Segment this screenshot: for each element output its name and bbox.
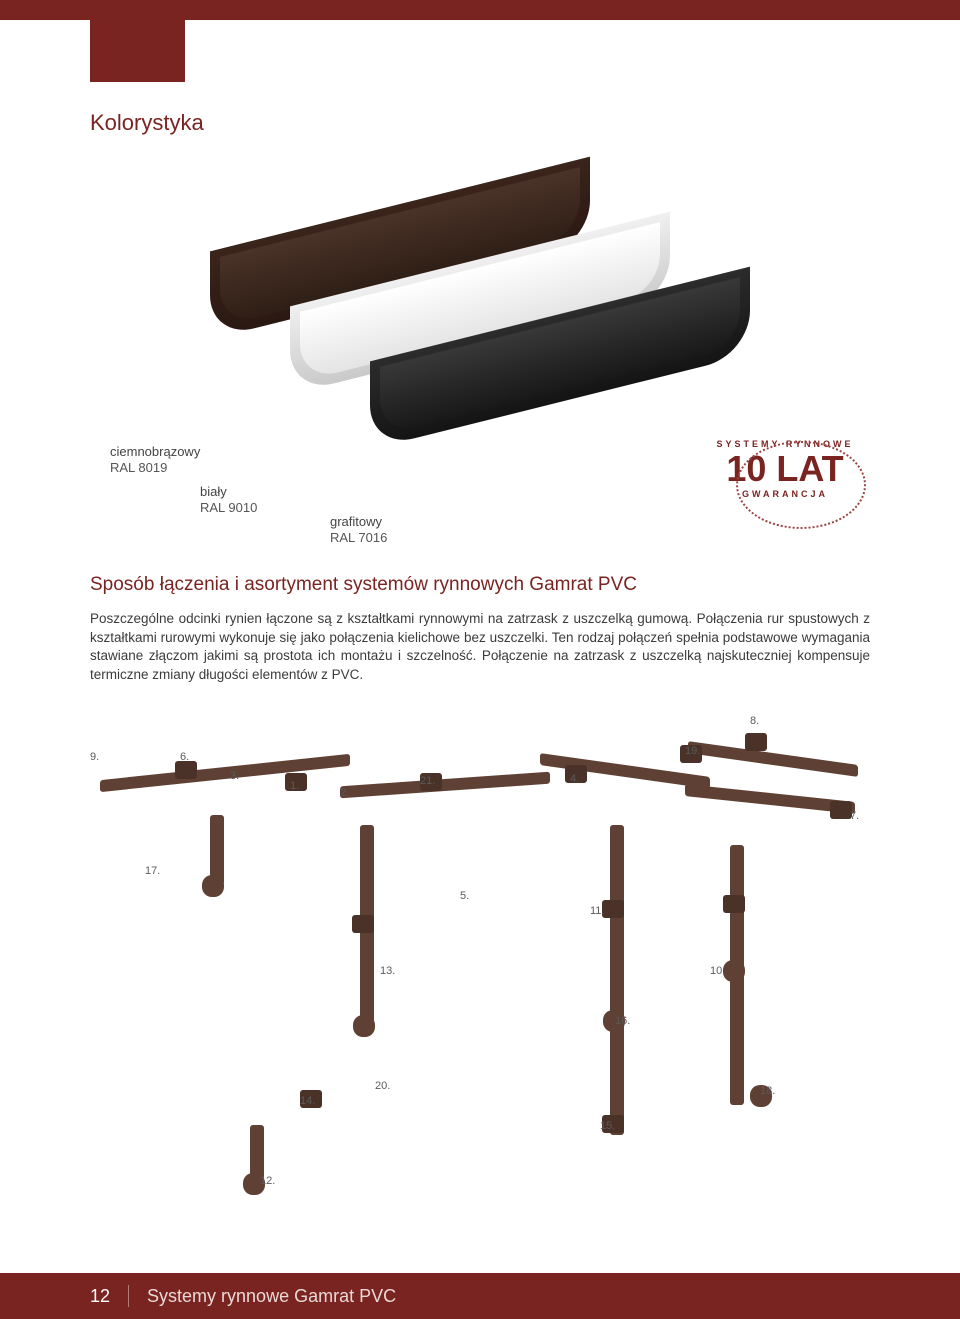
gutter-run — [100, 753, 350, 791]
diagram-callout: 8. — [750, 715, 759, 727]
pipe-joint — [352, 915, 374, 933]
diagram-callout: 5. — [460, 890, 469, 902]
gutter-color-illustration: ciemnobrązowy RAL 8019 biały RAL 9010 gr… — [90, 164, 870, 474]
diagram-callout: 1. — [290, 780, 299, 792]
diagram-callout: 12. — [260, 1175, 275, 1187]
diagram-callout: 10. — [710, 965, 725, 977]
footer-title: Systemy rynnowe Gamrat PVC — [147, 1286, 396, 1307]
pipe-joint — [602, 900, 624, 918]
section-title-connection: Sposób łączenia i asortyment systemów ry… — [90, 574, 870, 596]
page-content: Kolorystyka ciemnobrązowy RAL 8019 biały… — [0, 20, 960, 1205]
gutter-run — [340, 771, 550, 798]
diagram-callout: 16. — [615, 1015, 630, 1027]
footer-separator — [128, 1285, 129, 1307]
color-ral: RAL 8019 — [110, 460, 200, 476]
diagram-callout: 6. — [180, 751, 189, 763]
downpipe — [610, 825, 624, 1135]
diagram-callout: 15. — [600, 1120, 615, 1132]
body-paragraph: Poszczególne odcinki rynien łączone są z… — [90, 610, 870, 685]
pipe-joint — [175, 761, 197, 779]
pipe-elbow — [202, 875, 224, 897]
diagram-callout: 17. — [145, 865, 160, 877]
downpipe — [250, 1125, 264, 1180]
color-name: grafitowy — [330, 514, 387, 530]
stamp-main-text: 10 LAT — [700, 451, 870, 487]
diagram-callout: 11. — [590, 905, 604, 917]
diagram-callout: 13. — [380, 965, 395, 977]
system-diagram: 1. 2. 3. 4. 5. 6. 7. 8. 9. 10. 11. 12. 13. 14. 15. 16. 1… — [90, 715, 870, 1205]
diagram-callout: 18. — [760, 1085, 775, 1097]
stamp-lower-text: GWARANCJA — [700, 489, 870, 499]
color-name: biały — [200, 484, 257, 500]
color-label-brown: ciemnobrązowy RAL 8019 — [110, 444, 200, 477]
diagram-callout: 20. — [375, 1080, 390, 1092]
diagram-callout: 7. — [850, 810, 859, 822]
color-ral: RAL 7016 — [330, 530, 387, 546]
pipe-joint — [723, 895, 745, 913]
pipe-elbow — [723, 960, 745, 982]
diagram-callout: 21. — [420, 775, 435, 787]
diagram-callout: 19. — [685, 745, 700, 757]
gutter-run — [688, 741, 858, 777]
diagram-callout: 4. — [570, 773, 579, 785]
diagram-callout: 14. — [300, 1095, 315, 1107]
pipe-elbow — [353, 1015, 375, 1037]
diagram-callout: 2. — [340, 787, 349, 799]
warranty-stamp: SYSTEMY RYNNOWE 10 LAT GWARANCJA — [700, 439, 870, 531]
color-ral: RAL 9010 — [200, 500, 257, 516]
diagram-callout: 3. — [230, 770, 239, 782]
color-label-graphite: grafitowy RAL 7016 — [330, 514, 387, 547]
section-title-colors: Kolorystyka — [90, 110, 870, 136]
color-label-white: biały RAL 9010 — [200, 484, 257, 517]
color-name: ciemnobrązowy — [110, 444, 200, 460]
diagram-callout: 9. — [90, 751, 99, 763]
pipe-joint — [830, 801, 852, 819]
footer-bar: 12 Systemy rynnowe Gamrat PVC — [0, 1273, 960, 1319]
pipe-joint — [745, 733, 767, 751]
page-number: 12 — [90, 1286, 110, 1307]
